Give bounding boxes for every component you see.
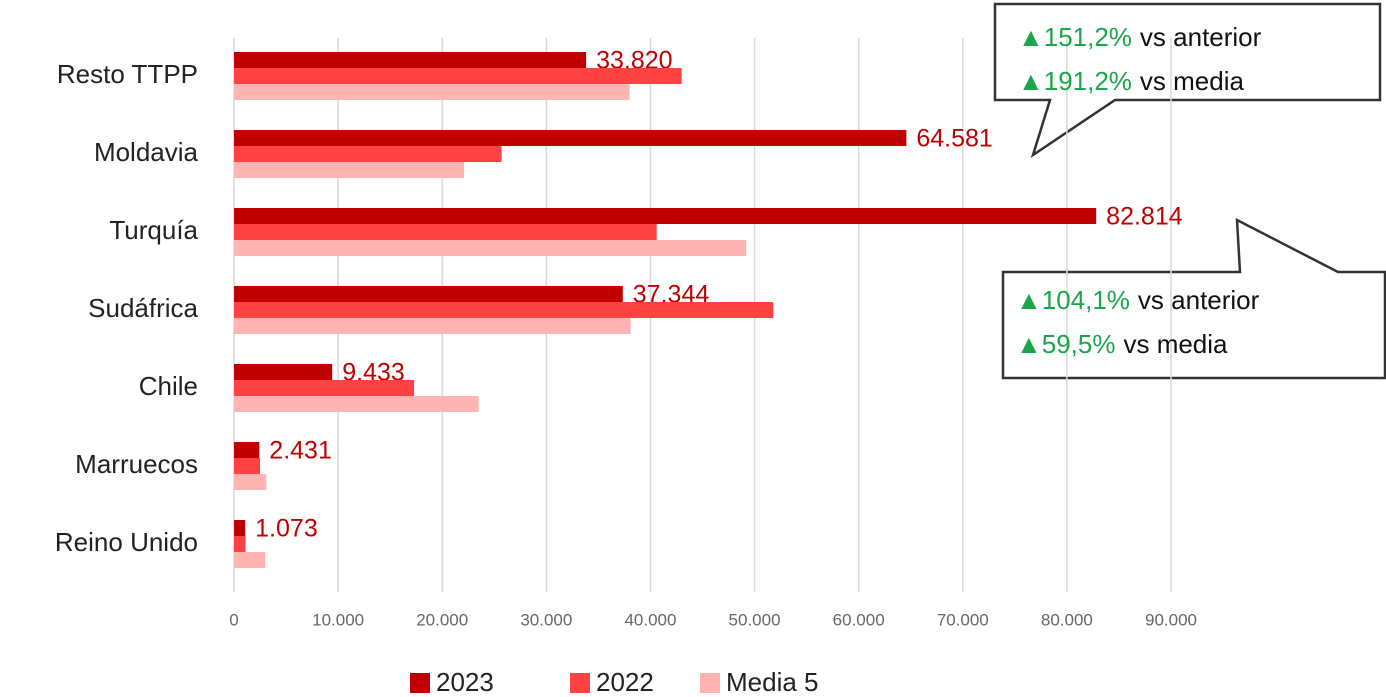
legend-label: Media 5 — [726, 667, 819, 697]
annotation-change: ▲191,2% — [1018, 66, 1132, 96]
legend-label: 2022 — [596, 667, 654, 697]
x-tick-label: 90.000 — [1145, 610, 1197, 629]
annotation-text: vs anterior — [1138, 285, 1260, 315]
bar — [234, 520, 246, 536]
bar — [234, 318, 631, 334]
x-tick-label: 80.000 — [1041, 610, 1093, 629]
y-tick-label: Marruecos — [75, 449, 198, 479]
bar — [234, 68, 682, 84]
bar — [234, 442, 260, 458]
value-label: 1.073 — [255, 515, 318, 543]
annotation-text: vs anterior — [1140, 22, 1262, 52]
value-label: 82.814 — [1106, 203, 1183, 231]
legend-swatch — [700, 673, 720, 693]
bar — [234, 162, 465, 178]
legend-label: 2023 — [436, 667, 494, 697]
annotation: ▲104,1% vs anterior — [1016, 285, 1260, 315]
bar — [234, 146, 502, 162]
annotation-change: ▲104,1% — [1016, 285, 1130, 315]
x-tick-label: 10.000 — [312, 610, 364, 629]
annotation-change: ▲151,2% — [1018, 22, 1132, 52]
legend-swatch — [570, 673, 590, 693]
annotation: ▲191,2% vs media — [1018, 66, 1245, 96]
bar — [234, 458, 261, 474]
value-label: 64.581 — [916, 125, 992, 153]
annotation: ▲151,2% vs anterior — [1018, 22, 1262, 52]
x-tick-label: 40.000 — [624, 610, 676, 629]
x-tick-label: 60.000 — [833, 610, 885, 629]
y-tick-label: Reino Unido — [55, 527, 198, 557]
bar — [234, 552, 266, 568]
y-tick-label: Sudáfrica — [88, 293, 198, 323]
y-tick-label: Moldavia — [94, 137, 199, 167]
bar — [234, 240, 747, 256]
bar — [234, 52, 587, 68]
y-tick-label: Resto TTPP — [57, 59, 198, 89]
annotation-text: vs media — [1123, 329, 1228, 359]
bar — [234, 84, 630, 100]
bar — [234, 380, 415, 396]
x-tick-label: 20.000 — [416, 610, 468, 629]
bar — [234, 224, 657, 240]
bar — [234, 286, 623, 302]
bar — [234, 396, 479, 412]
bar — [234, 364, 333, 380]
bar — [234, 474, 267, 490]
bar — [234, 302, 774, 318]
legend-swatch — [410, 673, 430, 693]
y-tick-label: Chile — [139, 371, 198, 401]
x-tick-label: 30.000 — [520, 610, 572, 629]
x-tick-label: 50.000 — [729, 610, 781, 629]
annotation-text: vs media — [1140, 66, 1245, 96]
annotation-change: ▲59,5% — [1016, 329, 1115, 359]
x-tick-label: 70.000 — [937, 610, 989, 629]
bar — [234, 536, 246, 552]
y-tick-label: Turquía — [109, 215, 198, 245]
x-tick-label: 0 — [229, 610, 238, 629]
value-label: 2.431 — [269, 437, 332, 465]
bar — [234, 208, 1097, 224]
annotation: ▲59,5% vs media — [1016, 329, 1228, 359]
callout-box — [993, 2, 1382, 159]
bar — [234, 130, 907, 146]
